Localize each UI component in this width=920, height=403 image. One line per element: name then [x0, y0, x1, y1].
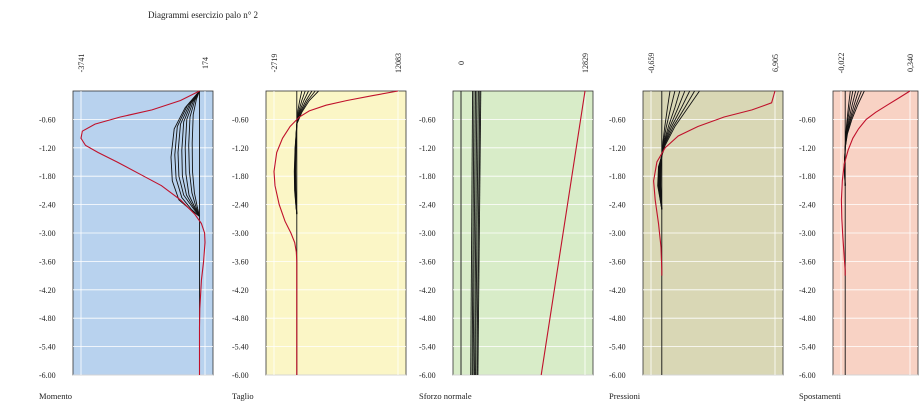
y-tick-label: -4.80	[799, 314, 816, 323]
x-axis-label: Sforzo normale	[419, 391, 472, 401]
series-line-5	[184, 90, 200, 217]
y-tick-label: -4.80	[609, 314, 626, 323]
y-tick-label: -1.20	[799, 144, 816, 153]
y-tick-label: -0.60	[799, 115, 816, 124]
x-axis-label: Pressioni	[609, 391, 641, 401]
y-tick-label: -1.20	[39, 144, 56, 153]
series-line-6	[188, 90, 200, 217]
series-line-2	[174, 90, 200, 217]
panel-4: -0.60 -1.20 -1.80 -2.40 -3.00 -3.60 -4.20 -4.80…	[609, 53, 784, 401]
x-tick-label: -2719	[270, 54, 279, 73]
x-tick-label: -0,022	[837, 53, 846, 74]
y-tick-label: -5.40	[39, 343, 56, 352]
y-tick-label: -6.00	[232, 371, 249, 380]
y-tick-label: -4.20	[799, 286, 816, 295]
y-tick-label: -2.40	[232, 201, 249, 210]
y-tick-label: -4.20	[419, 286, 436, 295]
y-tick-label: -6.00	[609, 371, 626, 380]
series-line-7	[471, 90, 475, 376]
envelope-line	[540, 90, 586, 376]
y-tick-label: -2.40	[39, 201, 56, 210]
y-tick-label: -2.40	[419, 201, 436, 210]
y-tick-label: -2.40	[609, 201, 626, 210]
panel-5: -0.60 -1.20 -1.80 -2.40 -3.00 -3.60 -4.20 -4.80…	[799, 53, 919, 401]
panel-2: -0.60 -1.20 -1.80 -2.40 -3.00 -3.60 -4.20 -4.80…	[232, 53, 407, 401]
y-tick-label: -6.00	[39, 371, 56, 380]
panel-3: -0.60 -1.20 -1.80 -2.40 -3.00 -3.60 -4.20 -4.80…	[419, 53, 594, 401]
x-tick-label: 12083	[394, 53, 403, 73]
series-line-8	[470, 90, 474, 376]
y-tick-label: -4.20	[609, 286, 626, 295]
y-tick-label: -1.80	[799, 172, 816, 181]
x-axis-label: Taglio	[232, 391, 254, 401]
envelope-line	[653, 90, 776, 276]
series-line-4	[181, 90, 200, 217]
y-tick-label: -1.80	[609, 172, 626, 181]
y-tick-label: -0.60	[609, 115, 626, 124]
x-axis-label: Spostamenti	[799, 391, 842, 401]
y-tick-label: -4.20	[39, 286, 56, 295]
y-tick-label: -1.20	[419, 144, 436, 153]
x-tick-label: 174	[201, 57, 210, 69]
y-tick-label: -0.60	[419, 115, 436, 124]
y-tick-label: -3.60	[609, 257, 626, 266]
x-tick-label: 6,905	[771, 54, 780, 72]
y-tick-label: -4.20	[232, 286, 249, 295]
panel-1: -0.60 -1.20 -1.80 -2.40 -3.00 -3.60 -4.20 -4.80…	[39, 54, 214, 401]
y-tick-label: -2.40	[799, 201, 816, 210]
y-tick-label: -3.00	[419, 229, 436, 238]
series-line-7	[191, 90, 200, 217]
x-tick-label: 0,340	[906, 54, 915, 72]
y-tick-label: -1.80	[39, 172, 56, 181]
y-tick-label: -1.20	[232, 144, 249, 153]
x-axis-label: Momento	[39, 391, 72, 401]
y-tick-label: -5.40	[419, 343, 436, 352]
x-tick-label: -3741	[77, 54, 86, 73]
series-line-3	[476, 90, 481, 376]
series-line-4	[475, 90, 479, 376]
series-line-6	[472, 90, 476, 376]
y-tick-label: -1.80	[232, 172, 249, 181]
y-tick-label: -3.00	[609, 229, 626, 238]
y-tick-label: -5.40	[609, 343, 626, 352]
y-tick-label: -1.80	[419, 172, 436, 181]
y-tick-label: -0.60	[232, 115, 249, 124]
figure-title: Diagrammi esercizio palo n° 2	[148, 10, 258, 20]
y-tick-label: -4.80	[419, 314, 436, 323]
y-tick-label: -3.60	[39, 257, 56, 266]
y-tick-label: -6.00	[799, 371, 816, 380]
y-tick-label: -3.00	[232, 229, 249, 238]
y-tick-label: -3.00	[39, 229, 56, 238]
x-tick-label: 12829	[581, 53, 590, 73]
y-tick-label: -3.60	[419, 257, 436, 266]
y-tick-label: -4.80	[232, 314, 249, 323]
y-tick-label: -5.40	[232, 343, 249, 352]
envelope-line	[273, 90, 399, 375]
series-line-3	[177, 90, 200, 217]
y-tick-label: -4.80	[39, 314, 56, 323]
y-tick-label: -6.00	[419, 371, 436, 380]
y-tick-label: -5.40	[799, 343, 816, 352]
series-line-2	[477, 90, 482, 376]
y-tick-label: -3.60	[799, 257, 816, 266]
series-line-5	[474, 90, 478, 376]
series-line-6	[295, 90, 303, 215]
y-tick-label: -3.00	[799, 229, 816, 238]
y-tick-label: -0.60	[39, 115, 56, 124]
envelope-line	[80, 90, 206, 375]
x-tick-label: -0,659	[647, 53, 656, 74]
panels: -0.60 -1.20 -1.80 -2.40 -3.00 -3.60 -4.20 -4.80…	[39, 53, 919, 401]
y-tick-label: -3.60	[232, 257, 249, 266]
y-tick-label: -1.20	[609, 144, 626, 153]
x-tick-label: 0	[457, 61, 466, 65]
envelope-line	[840, 90, 911, 276]
